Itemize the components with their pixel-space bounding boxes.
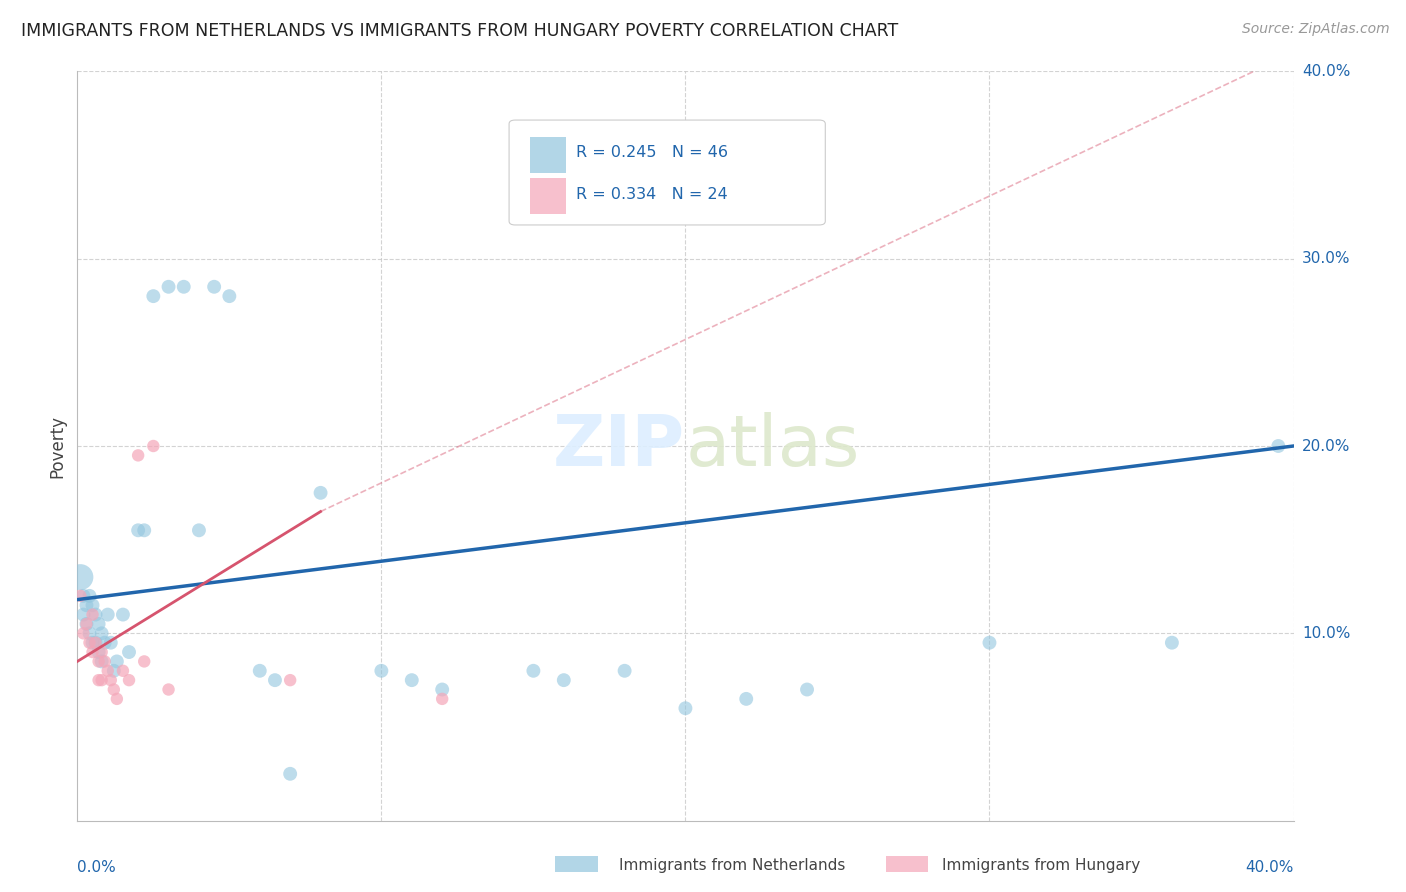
Text: Immigrants from Netherlands: Immigrants from Netherlands [619, 858, 845, 872]
Text: atlas: atlas [686, 411, 860, 481]
Point [111, 664, 134, 678]
Point [249, 664, 271, 678]
Point [90, 673, 112, 688]
FancyBboxPatch shape [530, 178, 567, 214]
Text: 20.0%: 20.0% [1302, 439, 1350, 453]
Point [675, 701, 697, 715]
Point [84, 635, 107, 649]
Text: R = 0.334   N = 24: R = 0.334 N = 24 [576, 187, 728, 202]
Point [69, 570, 91, 584]
Point [430, 682, 453, 697]
Point [82, 599, 104, 613]
Point [75, 617, 97, 632]
Point [979, 635, 1001, 649]
Point [278, 767, 301, 781]
Point [97, 664, 120, 678]
Point [1161, 635, 1184, 649]
Point [157, 280, 180, 294]
Text: R = 0.245   N = 46: R = 0.245 N = 46 [576, 145, 728, 160]
Point [401, 673, 423, 688]
Point [103, 664, 125, 678]
Point [72, 589, 94, 603]
Point [127, 524, 149, 538]
Point [72, 626, 94, 640]
Text: 10.0%: 10.0% [1302, 626, 1350, 640]
Point [134, 524, 156, 538]
Point [100, 635, 122, 649]
Point [309, 486, 332, 500]
FancyBboxPatch shape [509, 120, 825, 225]
Point [553, 673, 575, 688]
Point [90, 626, 112, 640]
Point [79, 589, 101, 603]
Point [82, 607, 104, 622]
Point [218, 289, 240, 303]
Text: Immigrants from Hungary: Immigrants from Hungary [942, 858, 1140, 872]
Text: 30.0%: 30.0% [1302, 252, 1350, 266]
Point [188, 524, 211, 538]
Point [127, 449, 149, 463]
Point [84, 635, 107, 649]
Point [87, 645, 110, 659]
Point [134, 655, 156, 669]
Point [79, 635, 101, 649]
FancyBboxPatch shape [886, 856, 928, 872]
Point [142, 289, 165, 303]
Point [735, 692, 758, 706]
Point [79, 626, 101, 640]
Text: 40.0%: 40.0% [1302, 64, 1350, 78]
FancyBboxPatch shape [530, 136, 567, 172]
Point [278, 673, 301, 688]
Y-axis label: Poverty: Poverty [48, 415, 66, 477]
Point [105, 692, 128, 706]
Point [202, 280, 225, 294]
Point [93, 635, 115, 649]
Point [90, 645, 112, 659]
Text: ZIP: ZIP [553, 411, 686, 481]
Point [1267, 439, 1289, 453]
Point [522, 664, 544, 678]
Text: 0.0%: 0.0% [77, 860, 117, 874]
Point [87, 617, 110, 632]
FancyBboxPatch shape [555, 856, 598, 872]
Point [75, 599, 97, 613]
Point [82, 645, 104, 659]
Point [370, 664, 392, 678]
Point [142, 439, 165, 453]
Point [97, 607, 120, 622]
Point [105, 655, 128, 669]
Point [90, 655, 112, 669]
Point [82, 635, 104, 649]
Point [430, 692, 453, 706]
Point [796, 682, 818, 697]
Point [264, 673, 287, 688]
Point [69, 589, 91, 603]
Point [103, 682, 125, 697]
Point [93, 655, 115, 669]
Point [173, 280, 195, 294]
Point [118, 645, 141, 659]
Point [100, 673, 122, 688]
Point [613, 664, 636, 678]
Text: IMMIGRANTS FROM NETHERLANDS VS IMMIGRANTS FROM HUNGARY POVERTY CORRELATION CHART: IMMIGRANTS FROM NETHERLANDS VS IMMIGRANT… [21, 22, 898, 40]
Point [87, 673, 110, 688]
Point [84, 607, 107, 622]
Text: 40.0%: 40.0% [1246, 860, 1294, 874]
Point [87, 655, 110, 669]
Text: Source: ZipAtlas.com: Source: ZipAtlas.com [1241, 22, 1389, 37]
Point [75, 617, 97, 632]
Point [72, 607, 94, 622]
Point [118, 673, 141, 688]
Point [157, 682, 180, 697]
Point [111, 607, 134, 622]
